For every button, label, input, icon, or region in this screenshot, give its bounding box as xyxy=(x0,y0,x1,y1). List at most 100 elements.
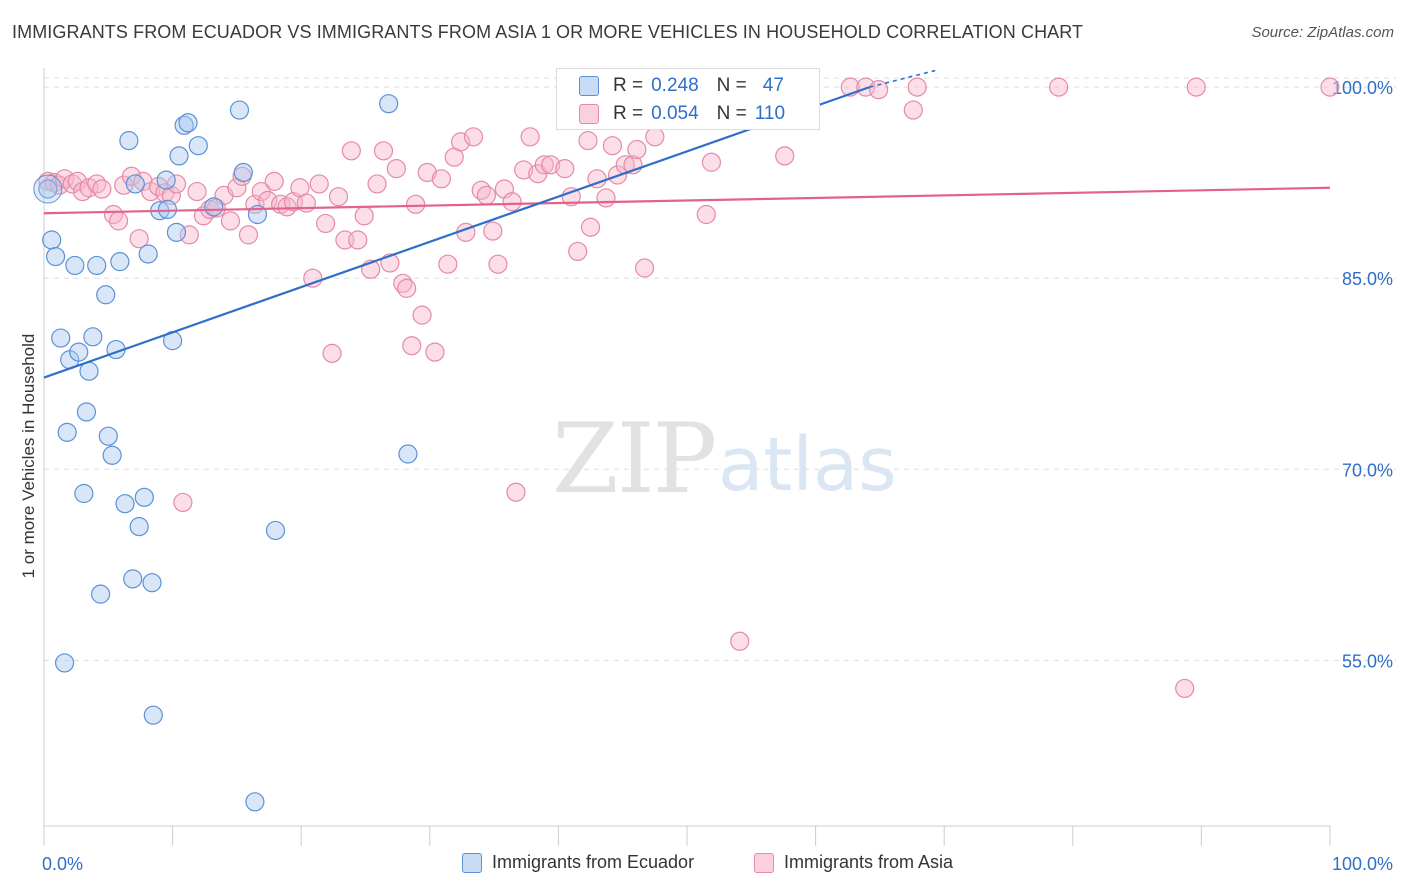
asia-point xyxy=(103,204,124,225)
asia-point xyxy=(596,188,616,208)
asia-point xyxy=(907,77,927,97)
asia-point xyxy=(696,204,716,225)
ecuador-point xyxy=(156,170,176,190)
ecuador-point xyxy=(98,426,118,446)
ecuador-point xyxy=(45,246,66,267)
ecuador-trend-extension xyxy=(869,69,936,88)
ecuador-point xyxy=(129,517,149,537)
ecuador-point xyxy=(74,483,94,504)
legend-swatch-ecuador-bottom xyxy=(462,852,482,873)
ecuador-point xyxy=(38,179,58,199)
legend-swatch-asia-bottom xyxy=(754,852,774,873)
legend-item-ecuador[interactable]: Immigrants from Ecuador xyxy=(462,852,694,873)
legend-item-asia[interactable]: Immigrants from Asia xyxy=(754,852,953,873)
asia-point xyxy=(627,139,647,160)
asia-point xyxy=(406,194,426,214)
asia-point xyxy=(187,181,207,202)
ecuador-point xyxy=(69,342,89,362)
asia-point xyxy=(38,171,58,191)
asia-point xyxy=(373,141,394,161)
x-tick-label: 0.0% xyxy=(42,854,83,874)
asia-point xyxy=(568,241,588,262)
asia-point xyxy=(488,254,508,274)
ecuador-point xyxy=(51,328,71,348)
ecuador-point xyxy=(233,162,253,183)
asia-trend-line xyxy=(43,186,1331,215)
ecuador-point xyxy=(57,422,77,442)
legend-swatch-asia xyxy=(579,104,599,124)
ecuador-points xyxy=(33,76,815,812)
x-tick-label: 100.0% xyxy=(1332,854,1393,874)
legend-row-asia: R = 0.054 N = 110 xyxy=(579,101,785,127)
asia-point xyxy=(348,230,368,250)
y-tick-label: 100.0% xyxy=(1332,78,1393,98)
asia-point xyxy=(67,171,88,191)
asia-point xyxy=(506,482,526,502)
asia-point xyxy=(869,80,889,100)
ecuador-point xyxy=(87,255,107,276)
r-label-asia: R = xyxy=(613,103,644,124)
legend-row-ecuador: R = 0.248 N = 47 xyxy=(579,73,784,99)
asia-point xyxy=(417,162,437,183)
ecuador-point xyxy=(142,573,162,593)
ecuador-point xyxy=(166,222,187,242)
asia-point xyxy=(402,336,422,356)
asia-point xyxy=(303,268,323,288)
ecuador-point xyxy=(265,520,286,541)
y-tick-label: 55.0% xyxy=(1342,651,1393,671)
n-value-ecuador: 47 xyxy=(762,75,784,96)
asia-point xyxy=(397,278,417,298)
r-label-ecuador: R = xyxy=(613,75,644,96)
asia-point xyxy=(520,127,540,147)
asia-point xyxy=(341,141,361,161)
asia-point xyxy=(129,229,149,249)
legend-swatch-ecuador xyxy=(579,76,599,96)
ecuador-point xyxy=(188,136,208,156)
asia-point xyxy=(541,155,561,175)
ecuador-point xyxy=(54,653,75,673)
ecuador-point xyxy=(229,100,250,120)
asia-points xyxy=(38,77,1340,699)
asia-point xyxy=(264,171,284,191)
watermark-atlas: atlas xyxy=(718,422,897,508)
asia-point xyxy=(578,131,598,151)
asia-point xyxy=(87,174,107,194)
asia-point xyxy=(296,193,316,213)
asia-point xyxy=(1175,678,1195,699)
ecuador-point xyxy=(90,584,111,604)
ecuador-point xyxy=(96,285,116,305)
asia-point xyxy=(367,174,387,194)
n-value-asia: 110 xyxy=(754,103,786,124)
asia-point xyxy=(634,258,655,278)
ecuador-point xyxy=(379,94,399,114)
asia-point xyxy=(903,100,923,120)
asia-point xyxy=(534,155,554,175)
ecuador-point xyxy=(204,197,224,217)
ecuador-point xyxy=(65,255,85,276)
ecuador-point xyxy=(398,444,418,464)
chart-title: IMMIGRANTS FROM ECUADOR VS IMMIGRANTS FR… xyxy=(12,22,1084,42)
ecuador-point xyxy=(143,705,163,725)
asia-point xyxy=(328,187,349,207)
y-tick-label: 85.0% xyxy=(1342,269,1393,289)
n-label-asia: N = xyxy=(716,103,747,124)
asia-point xyxy=(386,159,406,179)
asia-point xyxy=(166,174,187,194)
r-value-asia: 0.054 xyxy=(651,103,699,124)
ecuador-point xyxy=(76,402,97,422)
asia-point xyxy=(580,217,601,237)
asia-point xyxy=(425,342,445,362)
asia-point xyxy=(451,132,471,152)
asia-point xyxy=(514,160,534,180)
asia-point xyxy=(645,127,665,147)
asia-point xyxy=(1049,77,1069,97)
ecuador-point xyxy=(110,252,130,272)
asia-point xyxy=(561,187,581,207)
asia-point xyxy=(354,206,374,226)
r-value-ecuador: 0.248 xyxy=(651,75,699,96)
y-axis-label: 1 or more Vehicles in Household xyxy=(19,334,38,579)
asia-point xyxy=(555,159,575,179)
asia-point xyxy=(431,169,451,189)
legend-label-asia: Immigrants from Asia xyxy=(784,852,954,872)
